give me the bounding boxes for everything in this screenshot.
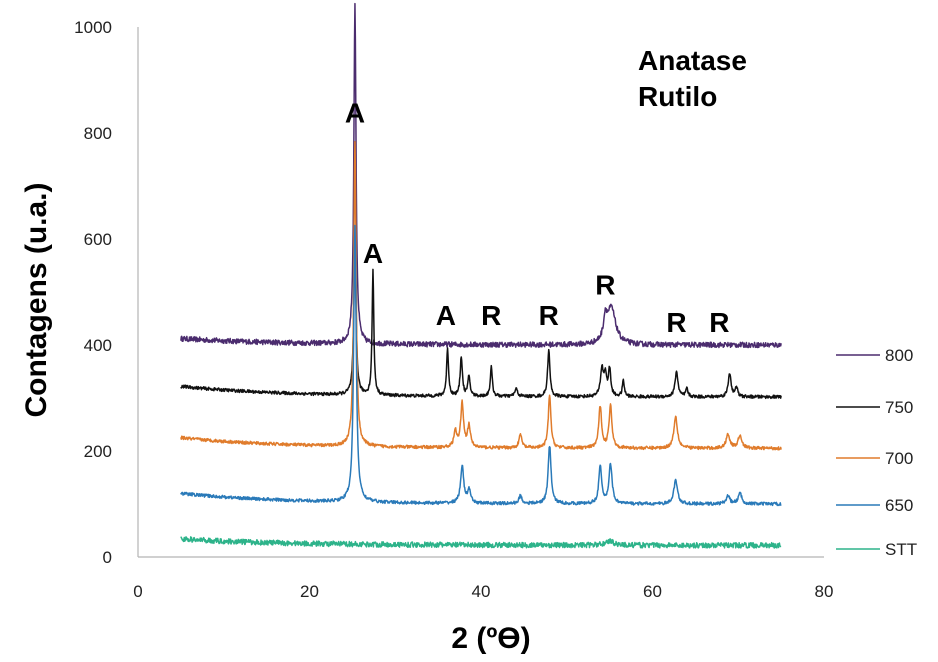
legend-label-650: 650 bbox=[885, 496, 913, 515]
series-line-stt bbox=[180, 536, 782, 549]
x-tick-label: 40 bbox=[472, 582, 491, 601]
peak-annotation: A bbox=[345, 97, 365, 128]
phase-label-rutilo: Rutilo bbox=[638, 81, 717, 112]
series-line-750 bbox=[180, 234, 782, 400]
axes bbox=[137, 27, 824, 558]
x-tick-label: 60 bbox=[643, 582, 662, 601]
peak-annotation: R bbox=[539, 300, 559, 331]
series-layer bbox=[180, 2, 782, 549]
phase-label-anatase: Anatase bbox=[638, 45, 747, 76]
y-tick-label: 400 bbox=[84, 336, 112, 355]
series-line-650 bbox=[180, 224, 782, 507]
y-tick-labels: 0 200 400 600 800 1000 bbox=[74, 18, 112, 567]
peak-annotation: R bbox=[481, 300, 501, 331]
x-tick-label: 80 bbox=[815, 582, 834, 601]
y-tick-label: 800 bbox=[84, 124, 112, 143]
y-tick-label: 1000 bbox=[74, 18, 112, 37]
y-tick-label: 0 bbox=[103, 548, 112, 567]
peak-annotation: A bbox=[363, 238, 383, 269]
series-line-800 bbox=[180, 2, 782, 349]
legend: 800 750 700 650 STT bbox=[836, 346, 917, 559]
y-axis-title: Contagens (u.a.) bbox=[20, 182, 53, 417]
x-tick-label: 0 bbox=[133, 582, 142, 601]
legend-label-700: 700 bbox=[885, 449, 913, 468]
x-axis-title: 2 (ºϴ) bbox=[451, 622, 530, 655]
x-tick-label: 20 bbox=[300, 582, 319, 601]
peak-annotations: AAA R RRR R bbox=[345, 97, 730, 337]
peak-annotation: R bbox=[709, 307, 729, 338]
legend-label-750: 750 bbox=[885, 398, 913, 417]
series-line-700 bbox=[180, 141, 782, 451]
y-tick-label: 600 bbox=[84, 230, 112, 249]
peak-annotation: R bbox=[595, 270, 615, 301]
legend-label-800: 800 bbox=[885, 346, 913, 365]
legend-label-stt: STT bbox=[885, 540, 917, 559]
peak-annotation: A bbox=[436, 300, 456, 331]
y-tick-label: 200 bbox=[84, 442, 112, 461]
peak-annotation: R bbox=[666, 307, 686, 338]
x-tick-labels: 0 20 40 60 80 bbox=[133, 582, 833, 601]
